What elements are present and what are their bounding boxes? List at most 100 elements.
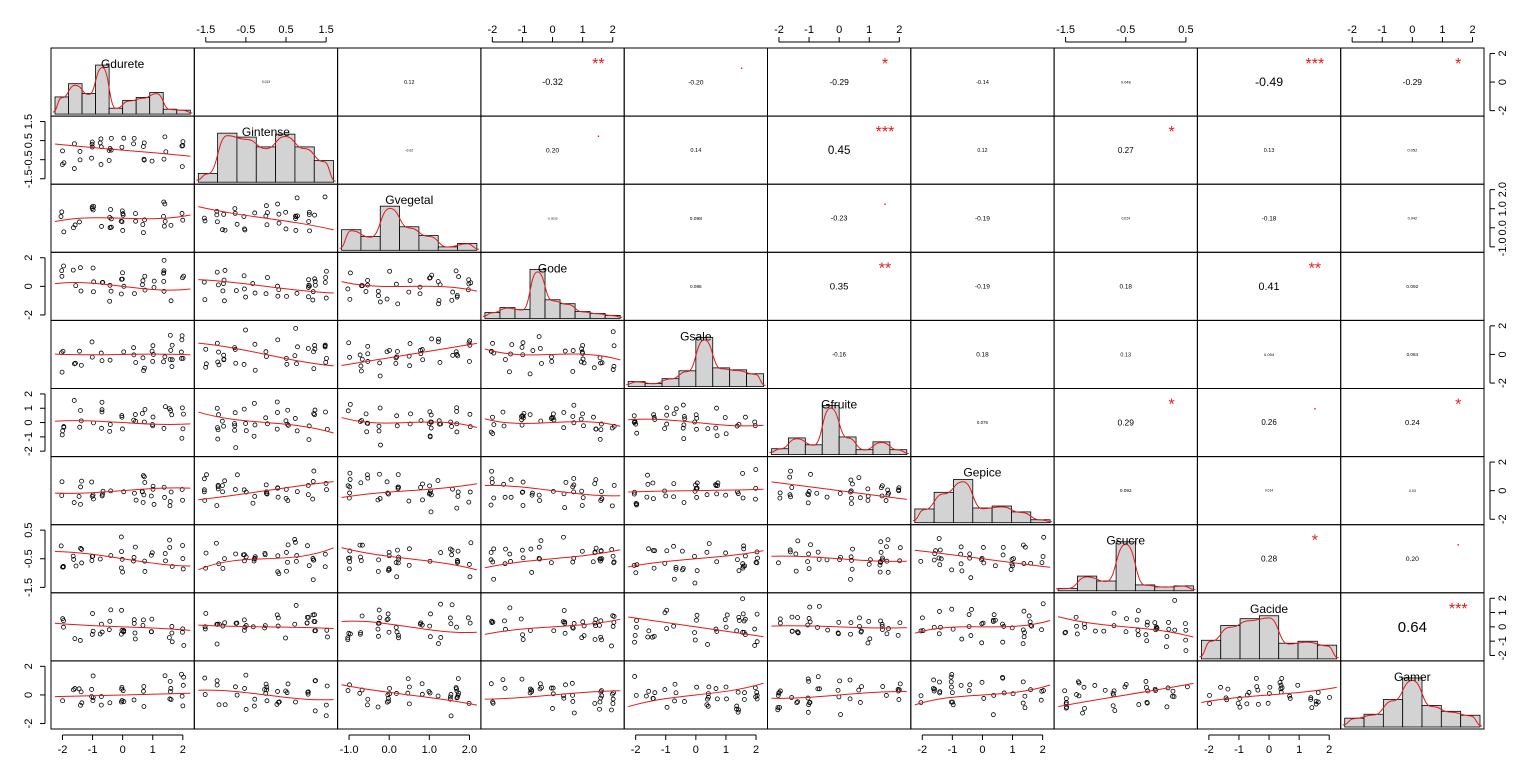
scatter-point [72, 141, 77, 147]
scatter-point [161, 484, 167, 490]
scatter-point [89, 558, 95, 563]
scatter-point [120, 426, 125, 432]
loess-line [198, 481, 334, 501]
correlation-value: 0.14 [690, 148, 701, 154]
scatter-point [283, 418, 289, 424]
scatter-point [652, 548, 658, 554]
scatter-point [1143, 679, 1149, 684]
scatter-point [520, 555, 526, 561]
scatter-point [664, 626, 670, 631]
scatter-point [168, 222, 174, 228]
scatter-point [119, 414, 125, 420]
histogram-bar [1316, 644, 1338, 660]
scatter-point [347, 354, 352, 360]
scatter-point [456, 274, 462, 280]
tick-label: -2 [1347, 24, 1357, 36]
scatter-point [407, 546, 412, 552]
loess-line [1057, 616, 1194, 638]
scatter-point [59, 268, 65, 274]
scatter-point [377, 471, 382, 477]
scatter-point [163, 558, 168, 564]
tick-label: 0.0 [1497, 220, 1509, 235]
scatter-point [1278, 682, 1284, 688]
tick-label: 1 [23, 405, 35, 411]
density-curve [482, 271, 623, 318]
scatter-point [610, 613, 616, 619]
histogram-bar [872, 441, 891, 456]
density-curve [912, 481, 1053, 523]
scatter-point [631, 413, 637, 419]
tick-label: 1 [866, 24, 872, 36]
scatter-point [133, 497, 139, 503]
scatter-point [324, 683, 330, 689]
scatter-point [1111, 688, 1117, 694]
scatter-point [161, 288, 167, 294]
scatter-point [265, 210, 270, 216]
scatter-point [609, 707, 614, 713]
scatter-point [263, 482, 269, 488]
scatter-point [680, 425, 686, 431]
scatter-point [1063, 696, 1069, 702]
scatter-point [673, 564, 679, 570]
scatter-point [449, 602, 455, 608]
scatter-point [597, 623, 602, 628]
loess-line [54, 282, 191, 291]
scatter-point [611, 363, 617, 369]
scatter-point [509, 342, 515, 348]
significance-stars: * [1455, 397, 1461, 414]
loess-line [198, 689, 334, 701]
scatter-point [181, 643, 187, 648]
scatter-point [77, 157, 83, 163]
scatter-point [949, 606, 955, 612]
tick-label: 1 [1497, 609, 1509, 615]
variable-label: Gode [538, 261, 568, 275]
tick-label: -1 [804, 24, 814, 36]
correlation-value: 0.18 [1120, 283, 1133, 290]
scatter-point [817, 686, 822, 692]
scatter-point [650, 480, 656, 486]
scatter-point [597, 436, 603, 442]
density-curve [52, 67, 193, 114]
scatter-point [1123, 629, 1129, 635]
scatter-point [71, 500, 77, 505]
histogram-bar [418, 235, 439, 251]
scatter-point [530, 490, 535, 496]
significance-stars: . [596, 124, 600, 140]
loess-line [1058, 682, 1194, 708]
scatter-point [571, 420, 577, 426]
scatter-point [348, 270, 353, 276]
scatter-point [219, 418, 225, 424]
tick-label: 2 [753, 744, 759, 756]
scatter-point [435, 339, 441, 345]
loess-line [341, 342, 477, 367]
scatter-point [850, 481, 855, 487]
scatter-point [455, 353, 461, 359]
scatter-point [140, 623, 146, 628]
scatter-point [178, 349, 184, 355]
scatter-point [795, 538, 801, 544]
scatter-point [306, 277, 311, 283]
scatter-point [276, 571, 282, 577]
scatter-point [570, 559, 576, 565]
scatter-point [167, 545, 173, 550]
scatter-point [694, 684, 700, 690]
scatter-point [529, 689, 535, 694]
scatter-point [120, 211, 126, 217]
scatter-point [724, 696, 729, 702]
scatter-point [232, 487, 238, 492]
scatter-point [283, 226, 289, 232]
density-curve [1199, 617, 1339, 659]
scatter-point [859, 684, 864, 690]
scatter-point [537, 498, 542, 503]
scatter-point [100, 488, 106, 494]
scatter-point [806, 678, 812, 684]
scatter-point [663, 493, 669, 499]
scatter-point [242, 286, 247, 292]
histogram-bar [108, 107, 124, 115]
scatter-point [284, 550, 289, 555]
scatter-point [571, 489, 577, 495]
scatter-point [429, 336, 435, 342]
scatter-point [752, 626, 758, 632]
scatter-point [243, 707, 249, 712]
scatter-point [150, 343, 156, 349]
